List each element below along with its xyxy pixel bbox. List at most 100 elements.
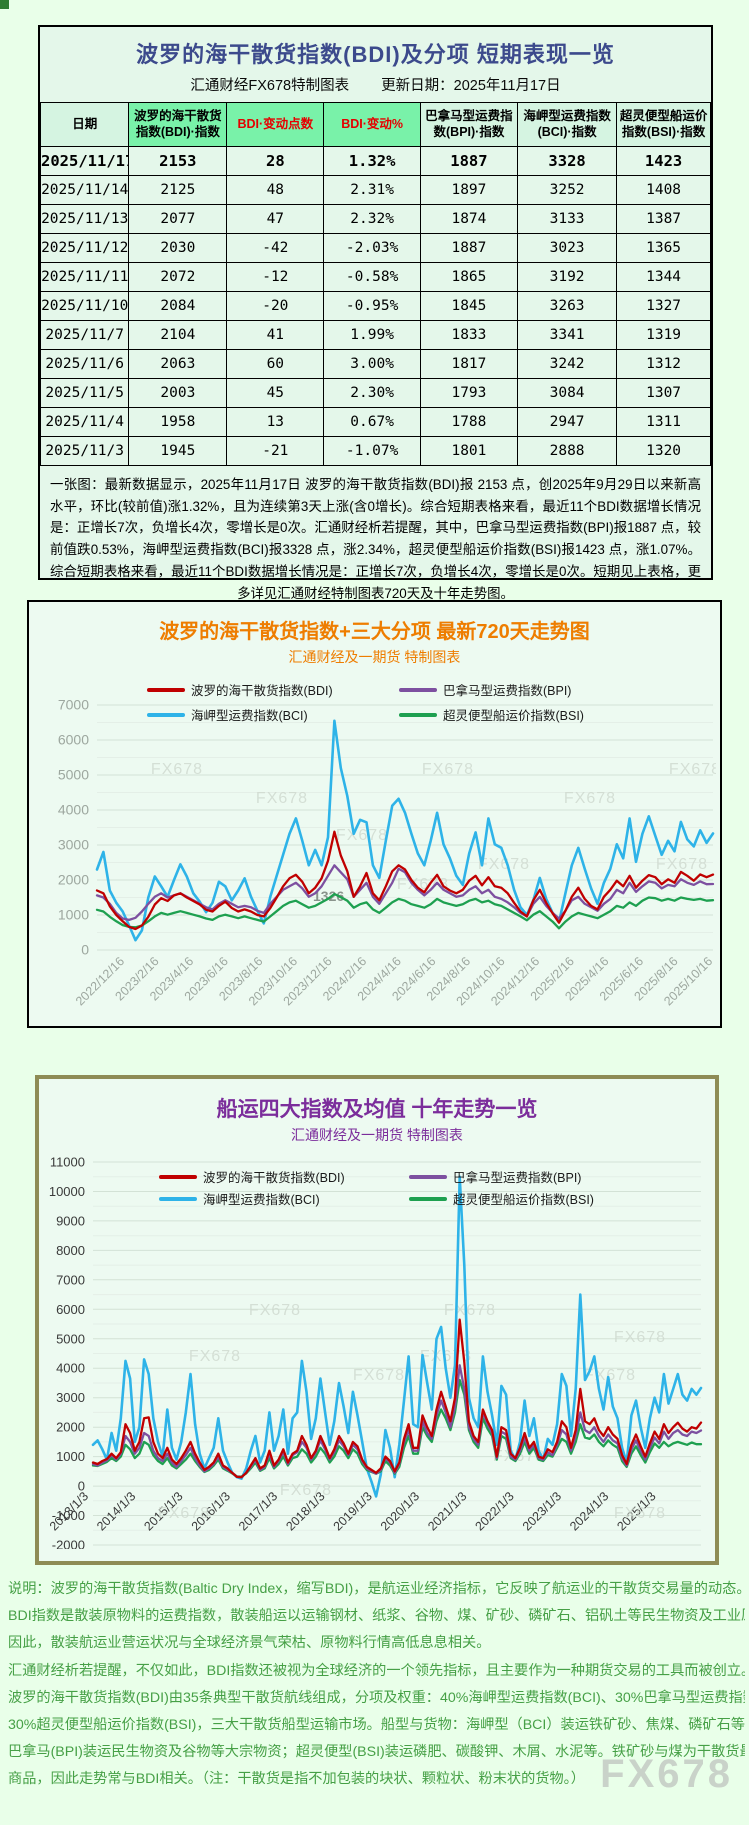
table-cell: 1408: [616, 175, 711, 205]
chart-watermark: FX678: [422, 761, 474, 778]
svg-text:2019/1/3: 2019/1/3: [331, 1489, 375, 1533]
svg-text:1000: 1000: [56, 1449, 85, 1464]
table-header-cell: 波罗的海干散货指数(BDI)·指数: [128, 102, 228, 147]
svg-text:2000: 2000: [58, 872, 89, 888]
table-cell: 1311: [616, 407, 711, 437]
legend-swatch: [409, 1174, 447, 1179]
svg-text:3000: 3000: [56, 1390, 85, 1405]
table-cell: 1312: [616, 349, 711, 379]
svg-text:2024/1/3: 2024/1/3: [567, 1489, 611, 1533]
table-cell: -20: [226, 291, 325, 321]
footer-line: 因此，散装航运业营运状况与全球经济景气荣枯、原物料行情高低息息相关。: [8, 1635, 491, 1652]
svg-text:6000: 6000: [56, 1302, 85, 1317]
chart-watermark: FX678: [336, 827, 388, 844]
legend-swatch: [159, 1174, 197, 1179]
table-cell: -21: [226, 436, 325, 466]
svg-text:2022/1/3: 2022/1/3: [473, 1489, 517, 1533]
table-cell: 2084: [128, 291, 228, 321]
table-header-cell: 超灵便型船运价指数(BSI)·指数: [616, 102, 711, 147]
chart-watermark: FX678: [669, 761, 716, 778]
table-cell: 1788: [419, 407, 519, 437]
table-row: 2025/11/4 1958 13 0.67% 1788 2947 1311: [39, 407, 711, 437]
table-cell: 1887: [419, 146, 519, 176]
table-head: 日期 波罗的海干散货指数(BDI)·指数 BDI·变动点数 BDI·变动% 巴拿马型运费…: [39, 102, 711, 147]
table-cell: 2003: [128, 378, 228, 408]
footer-line: 商品，因此走势常与BDI相关。（注：干散货是指不加包装的块状、颗粒状、粉末状的货…: [8, 1771, 585, 1788]
table-cell: 3192: [516, 262, 618, 292]
svg-text:9000: 9000: [56, 1213, 85, 1228]
legend-label: 巴拿马型运费指数(BPI): [453, 1171, 582, 1185]
table-cell: 48: [226, 175, 325, 205]
svg-text:8000: 8000: [56, 1243, 85, 1258]
chart-watermark: FX678: [614, 1505, 666, 1522]
table-cell: 2025/11/4: [39, 407, 130, 437]
chart-watermark: FX678: [564, 790, 616, 807]
table-cell: 3263: [516, 291, 618, 321]
chart-annotation: 1326: [313, 888, 344, 904]
chart-720d-legend: 波罗的海干散货指数(BDI) 巴拿马型运费指数(BPI) 海岬型运费指数(BCI) 超…: [147, 680, 651, 724]
table-header-row: 日期 波罗的海干散货指数(BDI)·指数 BDI·变动点数 BDI·变动% 巴拿马型运费…: [39, 102, 711, 147]
svg-text:2020/1/3: 2020/1/3: [378, 1489, 422, 1533]
chart-watermark: FX678: [151, 761, 203, 778]
legend-label: 超灵便型船运价指数(BSI): [453, 1193, 594, 1207]
table-cell: 45: [226, 378, 325, 408]
table-cell: 2125: [128, 175, 228, 205]
bdi-table: 日期 波罗的海干散货指数(BDI)·指数 BDI·变动点数 BDI·变动% 巴拿马型运费…: [39, 102, 711, 466]
table-cell: 1833: [419, 320, 519, 350]
source-label: 汇通财经FX678特制图表: [190, 78, 350, 94]
table-cell: 2025/11/17: [39, 146, 130, 176]
table-cell: 2025/11/10: [39, 291, 130, 321]
table-row: 2025/11/10 2084 -20 -0.95% 1845 3263 1327: [39, 291, 711, 321]
table-row: 2025/11/11 2072 -12 -0.58% 1865 3192 1344: [39, 262, 711, 292]
table-cell: 0.67%: [323, 407, 421, 437]
chart-watermark: FX678: [256, 790, 308, 807]
svg-text:0: 0: [78, 1479, 85, 1494]
table-cell: 2025/11/6: [39, 349, 130, 379]
legend-item: 波罗的海干散货指数(BDI): [159, 1167, 409, 1186]
table-cell: -12: [226, 262, 325, 292]
table-header-cell: 日期: [39, 102, 130, 147]
svg-text:-2000: -2000: [52, 1538, 85, 1550]
series-line: [95, 892, 715, 930]
svg-text:4000: 4000: [56, 1361, 85, 1376]
svg-text:7000: 7000: [56, 1272, 85, 1287]
svg-text:2023/1/3: 2023/1/3: [520, 1489, 564, 1533]
table-cell: 1320: [616, 436, 711, 466]
chart-10y-subtitle: 汇通财经及一期货 特制图表: [291, 1127, 463, 1143]
table-cell: 3242: [516, 349, 618, 379]
chart-10y-legend: 波罗的海干散货指数(BDI) 巴拿马型运费指数(BPI) 海岬型运费指数(BCI) 超…: [159, 1167, 659, 1208]
legend-label: 巴拿马型运费指数(BPI): [443, 684, 572, 698]
chart-10y-box: 船运四大指数及均值 十年走势一览 汇通财经及一期货 特制图表 波罗的海干散货指数…: [35, 1075, 719, 1565]
chart-watermark: FX678: [478, 856, 530, 873]
legend-label: 波罗的海干散货指数(BDI): [203, 1171, 345, 1185]
legend-swatch: [399, 712, 437, 717]
table-cell: 2153: [128, 146, 228, 176]
table-cell: 3133: [516, 204, 618, 234]
chart-720d-canvas: 010002000300040005000600070002022/12/162…: [58, 697, 716, 1009]
table-cell: 60: [226, 349, 325, 379]
chart-10y-canvas: -2000 -1000 0 1000 2000 3000 4000 5000 6000 7000 8…: [47, 1155, 703, 1550]
svg-text:2000: 2000: [56, 1420, 85, 1435]
table-cell: -2.03%: [323, 233, 421, 263]
table-cell: 2025/11/5: [39, 378, 130, 408]
svg-text:2014/1/3: 2014/1/3: [94, 1489, 138, 1533]
table-cell: 28: [226, 146, 325, 176]
legend-swatch: [159, 1196, 197, 1201]
series-line: [91, 1318, 703, 1479]
table-row: 2025/11/6 2063 60 3.00% 1817 3242 1312: [39, 349, 711, 379]
table-cell: 1344: [616, 262, 711, 292]
table-cell: 41: [226, 320, 325, 350]
svg-text:10000: 10000: [49, 1184, 85, 1199]
table-cell: 1365: [616, 233, 711, 263]
table-cell: 3341: [516, 320, 618, 350]
table-cell: 2025/11/13: [39, 204, 130, 234]
svg-text:-1000: -1000: [52, 1508, 85, 1523]
table-cell: 1887: [419, 233, 519, 263]
table-row: 2025/11/12 2030 -42 -2.03% 1887 3023 1365: [39, 233, 711, 263]
table-cell: 1865: [419, 262, 519, 292]
table-cell: 1387: [616, 204, 711, 234]
table-cell: 2030: [128, 233, 228, 263]
table-cell: 3084: [516, 378, 618, 408]
legend-swatch: [147, 687, 185, 692]
